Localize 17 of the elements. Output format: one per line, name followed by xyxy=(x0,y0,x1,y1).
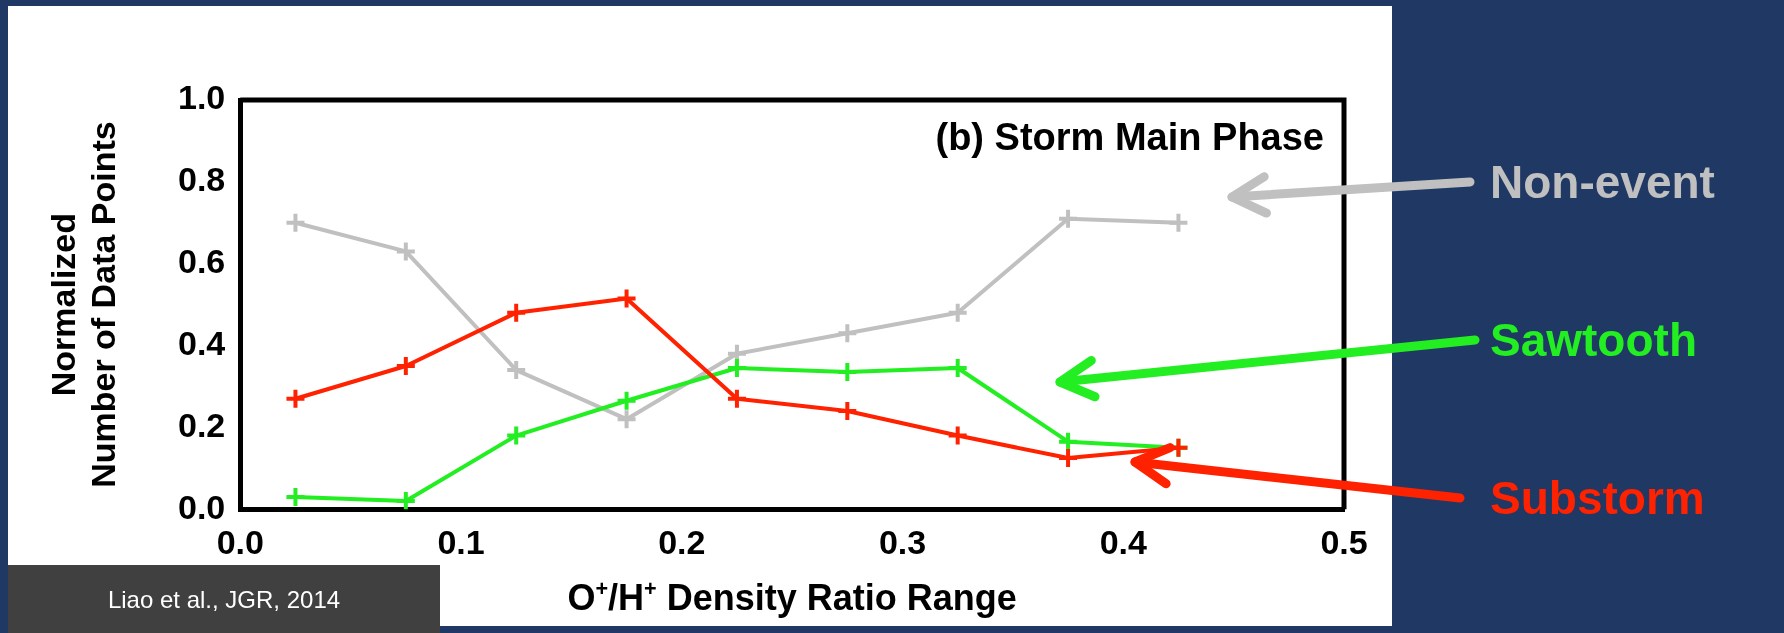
text: Sawtooth xyxy=(1490,314,1697,366)
text: Liao et al., JGR, 2014 xyxy=(107,586,341,613)
y-tick-label: 0.6 xyxy=(178,242,226,281)
y-axis-title: Normalized Number of Data Points xyxy=(44,121,122,488)
y-tick-label: 0.2 xyxy=(178,405,226,444)
x-tick-label: 0.4 xyxy=(1099,522,1147,561)
text: Substorm xyxy=(1490,472,1705,524)
text: Non-event xyxy=(1490,156,1715,208)
y-tick-label: 1.0 xyxy=(178,78,226,117)
x-axis-title: O+/H+ Density Ratio Range xyxy=(567,575,1017,618)
y-tick-label: 0.8 xyxy=(178,160,226,199)
x-tick-label: 0.5 xyxy=(1320,522,1368,561)
x-tick-label: 0.1 xyxy=(437,522,485,561)
x-tick-label: 0.2 xyxy=(658,522,706,561)
y-tick-label: 0.4 xyxy=(178,323,226,362)
x-tick-label: 0.3 xyxy=(878,522,927,561)
text: (b) Storm Main Phase xyxy=(935,116,1324,158)
